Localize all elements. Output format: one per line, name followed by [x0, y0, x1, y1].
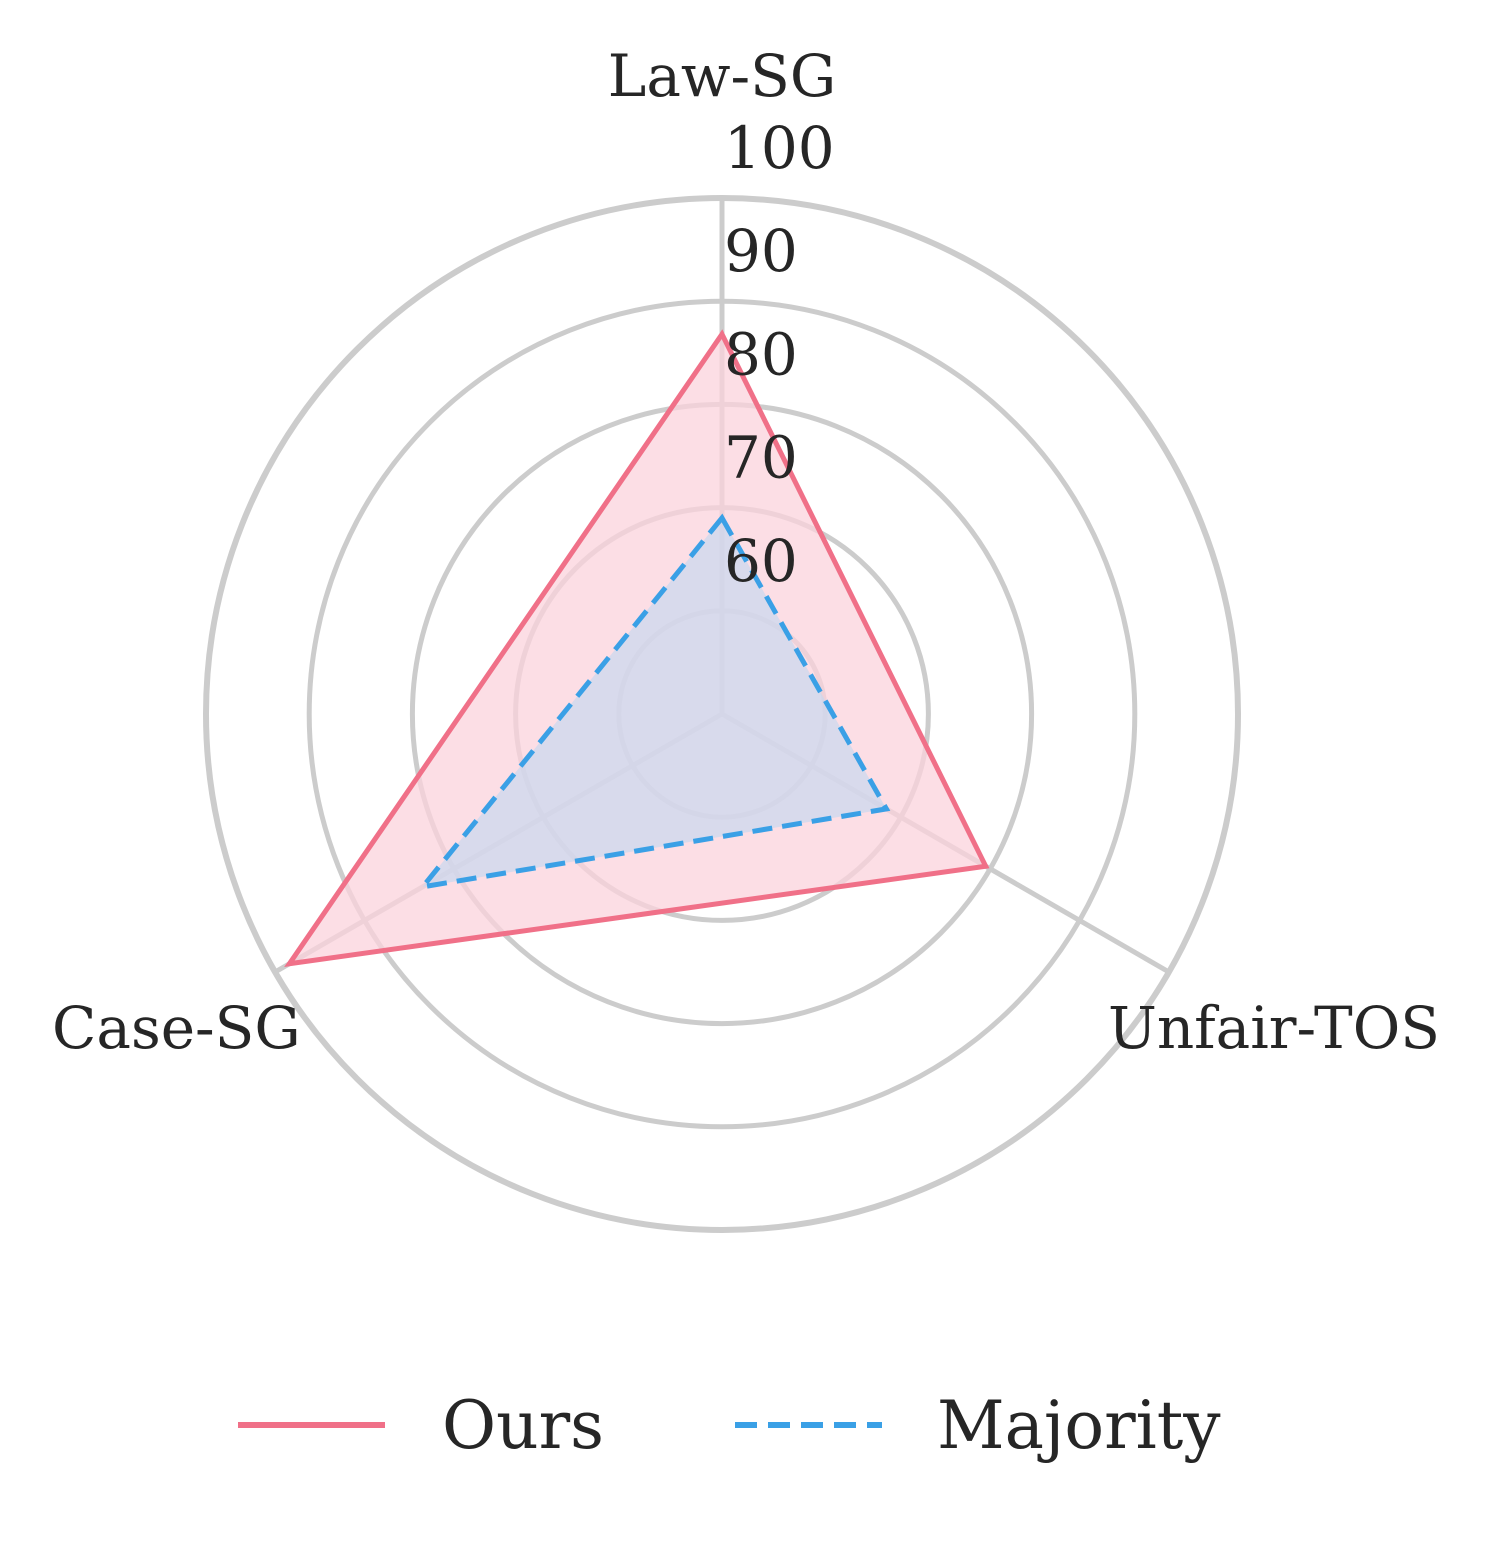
radial-tick-label: 70 [724, 424, 798, 492]
radial-tick-label: 100 [724, 114, 835, 182]
radial-tick-label: 80 [724, 320, 798, 388]
axis-labels: Law-SG Unfair-TOS Case-SG [52, 42, 1440, 1062]
legend-label-majority: Majority [937, 1387, 1221, 1464]
legend: Ours Majority [238, 1387, 1221, 1464]
series-fill-majority [422, 517, 887, 887]
axis-label-law-sg: Law-SG [608, 42, 836, 110]
legend-label-ours: Ours [442, 1387, 604, 1464]
radial-tick-labels: 60 70 80 90 100 [724, 114, 835, 595]
series-area [284, 329, 990, 967]
radial-tick-label: 90 [724, 217, 798, 285]
radial-tick-label: 60 [724, 527, 798, 595]
series-line-ours [284, 329, 990, 967]
axis-label-unfair-tos: Unfair-TOS [1108, 994, 1440, 1062]
series-line-majority [416, 513, 891, 891]
axis-label-case-sg: Case-SG [52, 994, 301, 1062]
